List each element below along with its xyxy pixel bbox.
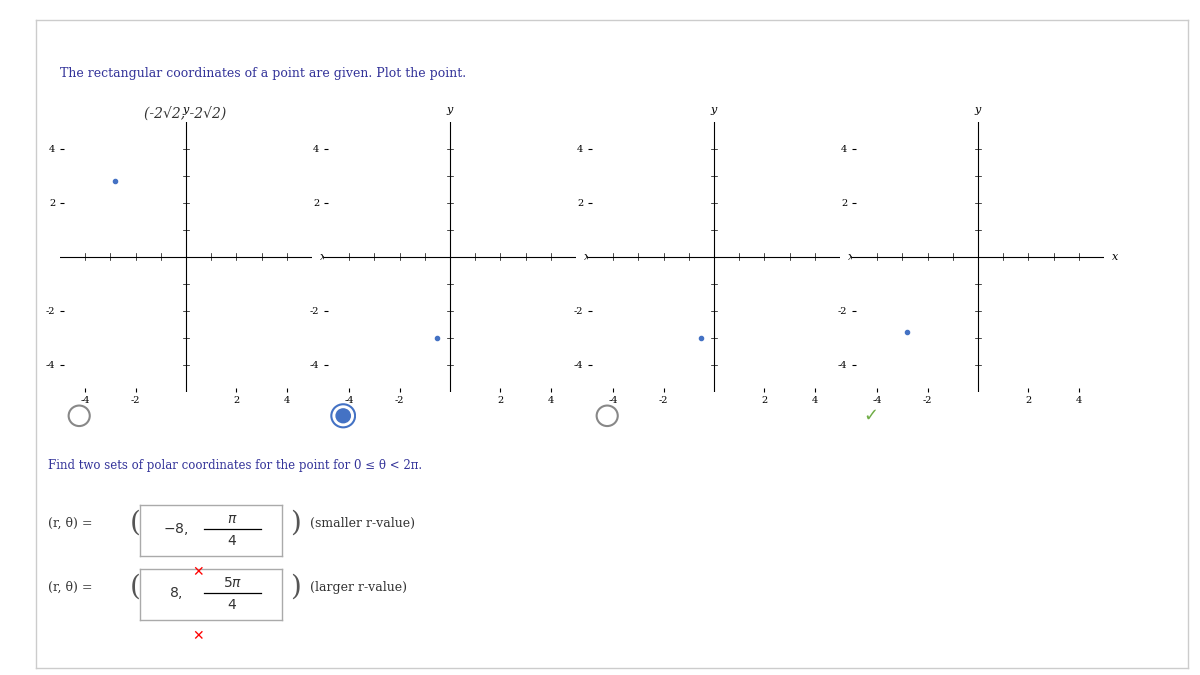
Circle shape xyxy=(336,409,350,423)
Text: (: ( xyxy=(130,574,140,601)
Text: x: x xyxy=(1111,252,1118,261)
Text: (r, θ) =: (r, θ) = xyxy=(48,516,92,530)
Text: y: y xyxy=(710,105,718,115)
Text: y: y xyxy=(974,105,982,115)
Text: $8,$: $8,$ xyxy=(169,585,182,601)
Text: y: y xyxy=(446,105,454,115)
Text: Find two sets of polar coordinates for the point for 0 ≤ θ < 2π.: Find two sets of polar coordinates for t… xyxy=(48,459,422,472)
Text: $-8,$: $-8,$ xyxy=(163,521,188,537)
Text: $5\pi$: $5\pi$ xyxy=(223,576,242,590)
Text: (smaller r-value): (smaller r-value) xyxy=(310,516,415,530)
Text: $4$: $4$ xyxy=(228,535,238,548)
Text: (: ( xyxy=(130,510,140,537)
Text: y: y xyxy=(182,105,190,115)
Text: (r, θ) =: (r, θ) = xyxy=(48,580,92,594)
Text: (-2√2, -2√2): (-2√2, -2√2) xyxy=(144,108,227,122)
Text: (larger r-value): (larger r-value) xyxy=(310,580,407,594)
Text: $4$: $4$ xyxy=(228,599,238,612)
Text: x: x xyxy=(319,252,326,261)
Text: x: x xyxy=(583,252,590,261)
Text: ): ) xyxy=(290,574,301,601)
Text: ✕: ✕ xyxy=(192,565,204,579)
Text: ✕: ✕ xyxy=(192,629,204,643)
Text: $\pi$: $\pi$ xyxy=(227,512,238,526)
Text: The rectangular coordinates of a point are given. Plot the point.: The rectangular coordinates of a point a… xyxy=(60,68,466,80)
Text: ✓: ✓ xyxy=(864,407,878,425)
Text: ): ) xyxy=(290,510,301,537)
Text: x: x xyxy=(847,252,854,261)
